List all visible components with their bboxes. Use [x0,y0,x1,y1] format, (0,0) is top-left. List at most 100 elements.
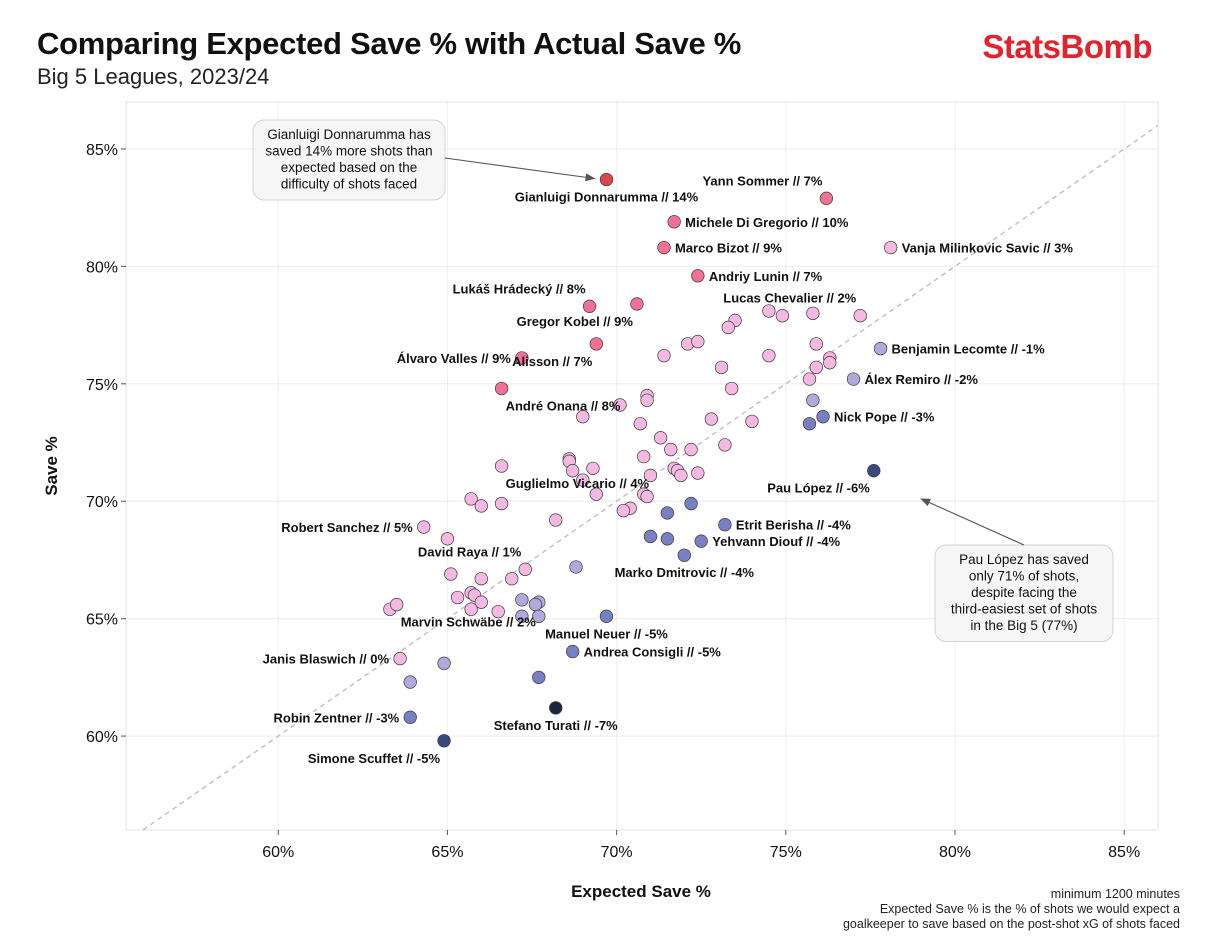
footnote-line: goalkeeper to save based on the post-sho… [842,917,1180,931]
x-tick-label: 60% [262,844,294,861]
grid-lines [126,102,1158,830]
scatter-point [725,381,739,396]
labeled-scatter-point [437,734,451,748]
donnarumma-annotation-line: difficulty of shots faced [281,177,417,192]
lopez-annotation-line: third-easiest set of shots [951,602,1098,617]
scatter-point [691,334,705,349]
scatter-point [802,372,817,386]
data-points [383,172,898,748]
scatter-point [494,496,509,511]
labeled-scatter-point [667,215,681,229]
labeled-scatter-point [657,240,671,255]
scatter-point [674,468,688,483]
y-tick-label: 70% [86,494,118,511]
scatter-point [823,356,837,370]
labeled-scatter-point [515,351,529,365]
x-tick-label: 65% [431,844,463,861]
annotations: Gianluigi Donnarumma has saved 14% more s… [252,119,1114,642]
donnarumma-annotation-line: Gianluigi Donnarumma has [267,127,431,142]
labeled-scatter-point [884,240,898,255]
scatter-point [613,398,627,412]
scatter-point [809,337,823,351]
point-label: Robin Zentner // -3% [274,710,400,725]
point-label: Marvin Schwäbe // 2% [401,615,537,630]
scatter-point [576,410,590,424]
scatter-point [586,461,600,475]
labeled-scatter-point [599,609,614,623]
scatter-point [569,560,583,574]
scatter-point [549,513,563,527]
page-title: Comparing Expected Save % with Actual Sa… [37,26,742,61]
point-label: Manuel Neuer // -5% [545,626,668,641]
y-tick-label: 85% [86,142,118,159]
point-label: Lucas Chevalier // 2% [723,291,856,306]
x-tick-label: 85% [1108,844,1140,861]
y-axis-label: Save % [42,436,61,496]
labeled-scatter-point [873,341,888,356]
brand-logo: StatsBomb [982,28,1152,65]
scatter-point [532,609,546,623]
y-tick-label: 65% [86,612,118,629]
scatter-point [643,468,658,483]
labeled-scatter-point [494,459,509,473]
scatter-point [714,360,729,375]
scatter-point [528,597,543,612]
scatter-point [775,309,790,323]
point-label: Álex Remiro // -2% [864,372,978,387]
scatter-point [718,438,732,452]
scatter-point [437,656,451,670]
lopez-annotation-line: despite facing the [971,585,1077,600]
labeled-scatter-point [853,309,867,323]
labeled-scatter-point [518,562,532,576]
labeled-scatter-point [867,464,881,478]
donnarumma-annotation-box [252,119,446,201]
lopez-arrow [920,498,1025,546]
scatter-point [515,609,529,623]
footnote-line: minimum 1200 minutes [1050,887,1180,901]
scatter-point [637,449,651,464]
scatter-point [806,393,820,407]
point-label: David Raya // 1% [418,544,522,559]
labeled-scatter-point [403,710,417,724]
x-axis-label: Expected Save % [571,882,711,901]
labeled-scatter-point [599,172,614,187]
point-label: Pau López // -6% [767,481,870,496]
labeled-scatter-point [390,597,404,612]
point-label: Guglielmo Vicario // 4% [506,476,650,491]
scatter-point [505,572,519,586]
point-label: Marko Dmitrovic // -4% [615,565,755,580]
y-tick-label: 80% [86,259,118,276]
labeled-scatter-point [846,372,861,386]
axis-ticks: 60% 65% 70% 75% 80% 85% 60% 65% 70% 75% 80% 85% [86,142,1140,861]
labeled-scatter-point [494,381,509,396]
scatter-point [515,593,529,607]
scatter-point [721,320,735,335]
scatter-point [657,348,671,363]
point-label: Gianluigi Donnarumma // 14% [515,189,699,204]
lopez-annotation-line: only 71% of shots, [969,569,1079,584]
scatter-point [643,529,658,544]
labeled-scatter-point [694,534,708,548]
scatter-point [474,499,488,513]
labeled-scatter-point [819,191,834,205]
donnarumma-annotation: Gianluigi Donnarumma has saved 14% more s… [252,119,446,201]
scatter-point [664,442,678,457]
donnarumma-arrow [444,157,596,182]
scatter-point [616,503,631,518]
scatter-point [450,590,465,605]
point-labels: Gianluigi Donnarumma // 14%Yann Sommer /… [263,173,1074,765]
scatter-point [806,306,820,321]
lopez-annotation: Pau López has saved only 71% of shots,des… [934,544,1114,642]
scatter-point [474,572,488,586]
labeled-scatter-point [718,518,732,532]
scatter-point [762,304,776,318]
scatter-point [802,417,817,431]
footnote-line: Expected Save % is the % of shots we wou… [879,902,1180,916]
point-label: Gregor Kobel // 9% [517,314,634,329]
lopez-annotation-line: Pau López has saved [959,552,1089,567]
labeled-scatter-point [630,297,644,311]
point-label: Nick Pope // -3% [834,410,935,425]
point-label: Yann Sommer // 7% [702,173,822,188]
point-label: Yehvann Diouf // -4% [712,534,840,549]
footnote: minimum 1200 minutes Expected Save % is … [660,887,1180,932]
